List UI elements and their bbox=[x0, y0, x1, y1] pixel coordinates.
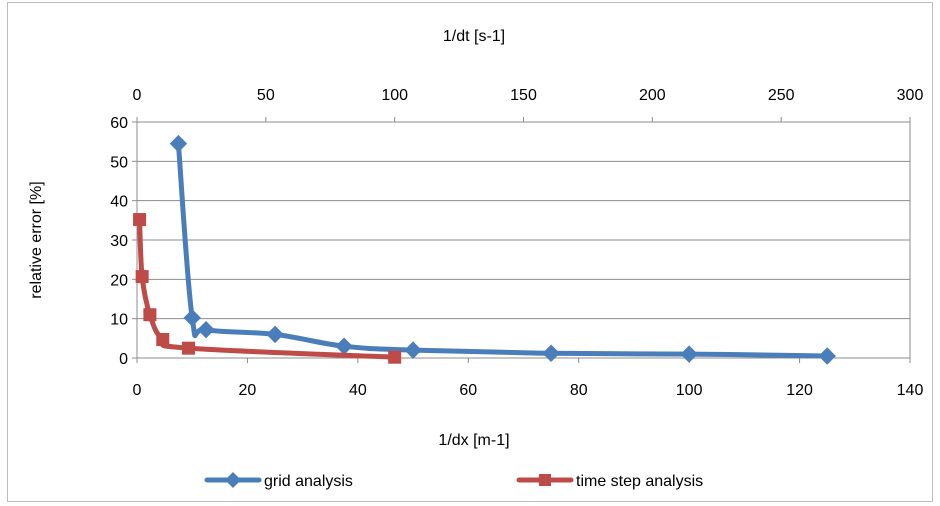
series-time-step-analysis bbox=[133, 213, 402, 364]
y-tick-label: 20 bbox=[110, 272, 128, 289]
y-axis-title: relative error [%] bbox=[28, 181, 45, 298]
data-point-grid-analysis bbox=[542, 344, 560, 362]
data-point-grid-analysis bbox=[680, 345, 698, 363]
x-tick-label: 60 bbox=[459, 382, 477, 399]
y-tick-label: 30 bbox=[110, 233, 128, 250]
legend: grid analysis time step analysis bbox=[204, 472, 703, 490]
data-point-time-step-analysis bbox=[135, 270, 149, 284]
data-point-grid-analysis bbox=[335, 337, 353, 355]
y-tick-label: 40 bbox=[110, 194, 128, 211]
series-layer bbox=[133, 134, 836, 365]
y-tick-label: 0 bbox=[119, 351, 128, 368]
data-point-time-step-analysis bbox=[143, 308, 157, 322]
x-tick-label: 140 bbox=[897, 382, 924, 399]
data-point-grid-analysis bbox=[197, 320, 215, 339]
x2-tick-label: 100 bbox=[381, 87, 408, 104]
x2-tick-label: 200 bbox=[639, 87, 666, 104]
data-point-time-step-analysis bbox=[388, 350, 402, 364]
data-point-grid-analysis bbox=[818, 347, 836, 365]
data-point-time-step-analysis bbox=[156, 333, 170, 347]
data-point-time-step-analysis bbox=[133, 213, 147, 227]
legend-label-grid-analysis: grid analysis bbox=[264, 473, 353, 490]
data-point-time-step-analysis bbox=[182, 341, 196, 355]
x-tick-label: 20 bbox=[239, 382, 257, 399]
legend-item-time-step-analysis: time step analysis bbox=[516, 473, 703, 490]
y-tick-label: 10 bbox=[110, 312, 128, 329]
x2-tick-label: 150 bbox=[510, 87, 537, 104]
x-tick-label: 120 bbox=[786, 382, 813, 399]
x2-tick-label: 300 bbox=[897, 87, 924, 104]
x2-tick-label: 0 bbox=[133, 87, 142, 104]
x2-tick-label: 50 bbox=[257, 87, 275, 104]
x-tick-label: 80 bbox=[570, 382, 588, 399]
x-axis-title: 1/dx [m-1] bbox=[438, 432, 509, 449]
legend-item-grid-analysis: grid analysis bbox=[204, 472, 353, 490]
data-point-grid-analysis bbox=[183, 309, 201, 327]
series-line-grid-analysis bbox=[175, 141, 830, 359]
x-tick-label: 0 bbox=[133, 382, 142, 399]
chart-svg: 0 10 20 30 40 50 60 0 20 40 60 80 100 120 140 0 50 100 150… bbox=[28, 28, 923, 490]
chart-area: 0 10 20 30 40 50 60 0 20 40 60 80 100 120 140 0 50 100 150… bbox=[7, 2, 933, 502]
data-point-grid-analysis bbox=[266, 325, 284, 344]
gridlines bbox=[137, 121, 910, 320]
x2-tick-label: 250 bbox=[768, 87, 795, 104]
tick-labels: 0 10 20 30 40 50 60 0 20 40 60 80 100 120 140 0 50 100 150… bbox=[110, 87, 923, 399]
x2-axis-title: 1/dt [s-1] bbox=[443, 28, 505, 45]
series-grid-analysis bbox=[169, 134, 836, 365]
x-tick-label: 40 bbox=[349, 382, 367, 399]
legend-marker-grid-analysis bbox=[225, 472, 241, 488]
legend-label-time-step-analysis: time step analysis bbox=[576, 473, 703, 490]
x-tick-label: 100 bbox=[676, 382, 703, 399]
data-point-grid-analysis bbox=[169, 134, 188, 153]
data-point-grid-analysis bbox=[404, 341, 422, 359]
y-tick-label: 60 bbox=[110, 115, 128, 132]
y-tick-label: 50 bbox=[110, 154, 128, 171]
legend-marker-time-step-analysis bbox=[539, 474, 551, 486]
